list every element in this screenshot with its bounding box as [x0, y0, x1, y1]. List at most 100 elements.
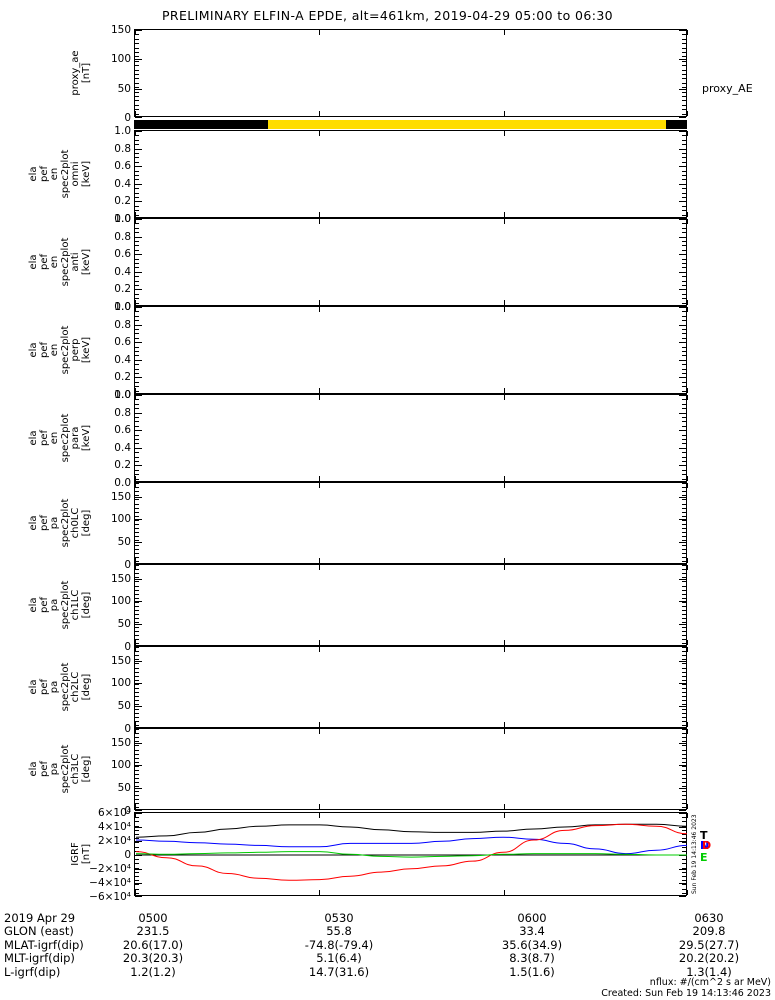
- y-minor-tick: [682, 298, 686, 300]
- y-minor-tick: [135, 170, 139, 172]
- y-minor-tick: [135, 65, 139, 67]
- y-minor-tick: [682, 540, 686, 542]
- y-minor-tick: [135, 461, 139, 462]
- y-minor-tick: [682, 651, 686, 653]
- y-minor-tick: [135, 395, 139, 396]
- y-minor-tick: [135, 166, 139, 168]
- panel-proxy-ae: 150 100 50 0: [111, 25, 688, 123]
- y-minor-tick: [682, 798, 686, 800]
- y-tick-label: 100: [110, 513, 131, 526]
- x-tick-mark: [135, 111, 136, 116]
- y-minor-tick: [135, 790, 139, 792]
- panel-pef-en-para: 1.0 0.8 0.6 0.4 0.2 0.0: [114, 390, 688, 488]
- y-minor-tick: [135, 825, 139, 827]
- y-minor-tick: [682, 487, 686, 489]
- y-minor-tick: [682, 478, 686, 480]
- y-axis-label-word: [deg]: [80, 755, 92, 783]
- y-axis-label-pef-en-para: ela pef en spec2plot para [keV]: [28, 414, 92, 463]
- x-tick-mark: [135, 890, 136, 895]
- y-axis-label-word: ch3LC: [70, 753, 81, 785]
- y-minor-tick: [682, 43, 686, 45]
- y-minor-tick: [135, 197, 139, 198]
- x-tick-mark: [687, 30, 688, 35]
- x-tick-mark: [135, 722, 136, 727]
- x-tick-mark: [319, 722, 321, 727]
- y-tick-mark: [135, 788, 142, 790]
- y-minor-tick: [135, 60, 139, 62]
- y-minor-tick: [135, 765, 139, 767]
- x-tick-mark: [503, 890, 505, 895]
- x-tick-mark: [503, 300, 505, 305]
- y-axis-label-word: ela: [28, 430, 39, 446]
- x-tick-mark: [503, 30, 505, 35]
- x-tick-mark: [687, 804, 688, 809]
- x-tick-mark: [503, 804, 505, 809]
- y-minor-tick: [135, 720, 139, 722]
- y-minor-tick: [135, 524, 139, 525]
- y-axis-label-word: ch0LC: [70, 507, 81, 539]
- x-tick-mark: [319, 804, 321, 809]
- y-minor-tick: [135, 452, 139, 454]
- y-minor-tick: [682, 109, 686, 111]
- y-minor-tick: [135, 663, 139, 665]
- y-minor-tick: [682, 271, 686, 273]
- y-minor-tick: [682, 867, 686, 869]
- y-minor-tick: [682, 381, 686, 383]
- y-minor-tick: [135, 82, 139, 84]
- y-tick-mark: [679, 883, 686, 884]
- y-minor-tick: [135, 219, 139, 220]
- y-minor-tick: [682, 786, 686, 788]
- y-minor-tick: [682, 724, 686, 726]
- x-tick-mark: [503, 219, 505, 224]
- y-axis-label-word: ela: [28, 515, 39, 531]
- y-minor-tick: [135, 528, 139, 530]
- y-tick-label: 0.6: [114, 159, 131, 172]
- y-minor-tick: [682, 465, 686, 467]
- y-minor-tick: [135, 724, 139, 726]
- ephemeris-table: 2019 Apr 29 0500 0530 0600 0630 GLON (east) 23…: [4, 911, 772, 979]
- y-minor-tick: [135, 589, 139, 591]
- x-tick-mark: [687, 890, 688, 895]
- y-minor-tick: [682, 307, 686, 308]
- y-tick-mark: [679, 542, 686, 544]
- y-minor-tick: [682, 293, 686, 295]
- series-T: [135, 823, 688, 838]
- x-tick-mark: [687, 111, 688, 116]
- x-tick-mark: [319, 729, 321, 734]
- y-minor-tick: [135, 96, 139, 97]
- y-minor-tick: [135, 569, 139, 571]
- y-minor-tick: [682, 733, 686, 735]
- x-tick-mark: [687, 483, 688, 488]
- y-minor-tick: [682, 100, 686, 102]
- y-minor-tick: [135, 69, 139, 71]
- y-minor-tick: [682, 483, 686, 484]
- y-axis-label-word: ela: [28, 597, 39, 613]
- y-axis-label-word: perp: [70, 338, 81, 362]
- y-tick-mark: [135, 496, 142, 498]
- y-tick-mark: [679, 496, 686, 498]
- y-minor-tick: [135, 876, 139, 877]
- y-minor-tick: [135, 692, 139, 694]
- y-tick-label: 2×10⁴: [97, 834, 131, 847]
- y-minor-tick: [135, 606, 139, 607]
- y-minor-tick: [135, 351, 139, 352]
- y-minor-tick: [135, 179, 139, 181]
- y-tick-label: 50: [117, 781, 131, 794]
- y-tick-label: 0.8: [114, 142, 131, 155]
- y-minor-tick: [682, 311, 686, 313]
- y-axis-label-pef-pa-ch3lc: ela pef pa spec2plot ch3LC [deg]: [28, 745, 92, 794]
- y-minor-tick: [682, 82, 686, 84]
- status-bar-segment: [665, 120, 687, 129]
- y-minor-tick: [682, 276, 686, 278]
- y-minor-tick: [135, 298, 139, 300]
- y-minor-tick: [682, 355, 686, 357]
- y-axis-label-word: pa: [49, 680, 60, 694]
- table-cell: 5.1(6.4): [316, 951, 362, 966]
- y-axis-label-pef-en-perp: ela pef en spec2plot perp [keV]: [28, 326, 92, 375]
- y-minor-tick: [135, 806, 139, 808]
- y-minor-tick: [135, 430, 139, 432]
- x-tick-mark: [319, 558, 321, 563]
- y-minor-tick: [682, 227, 686, 229]
- x-tick-mark: [135, 388, 136, 393]
- y-minor-tick: [682, 346, 686, 348]
